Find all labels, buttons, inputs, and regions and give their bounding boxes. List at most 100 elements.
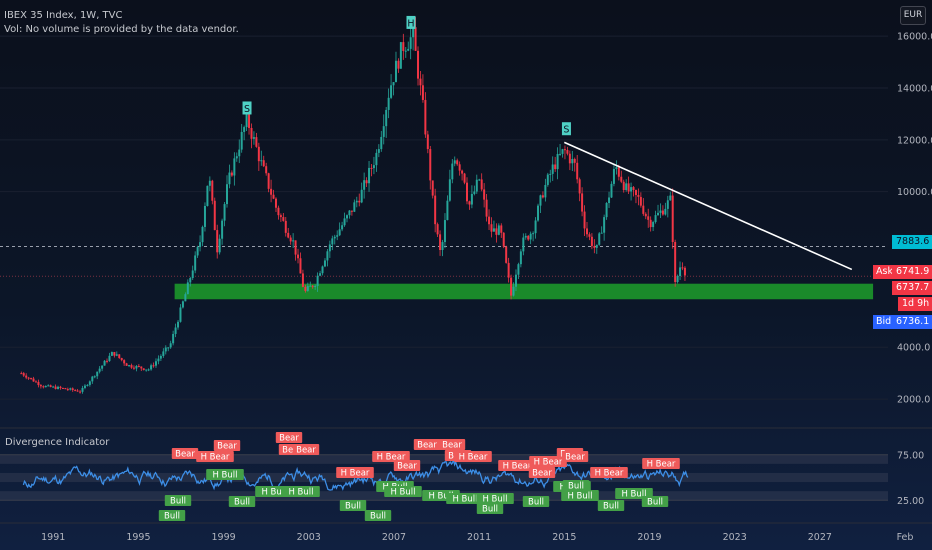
candle-body [412,27,415,38]
candle-body [216,230,219,253]
candle-body [221,220,224,239]
candle-body [551,164,554,174]
signal-label-box [336,467,374,478]
candle-body [534,220,537,234]
candle-body [541,195,544,198]
candle-body [421,85,424,100]
candle-body [559,153,562,155]
candle-body [453,160,456,164]
signal-label-box [561,490,599,501]
candle-body [517,264,520,275]
candle-body [431,180,434,196]
oscillator-level-label: 25.00 [897,496,924,507]
candle-body [448,179,451,201]
candle-body [346,215,349,219]
candle-body [343,218,346,226]
candle-body [512,286,515,296]
candle-body [397,60,400,69]
candle-body [549,173,552,175]
bull-signal-label: H Bull [288,488,313,498]
currency-button[interactable]: EUR [900,6,926,25]
time-axis[interactable]: 1991 1995 1999 2003 2007 2011 2015 2019 2023 2027… [41,532,913,543]
signal-label-box [372,451,410,462]
price-axis[interactable]: 16000.0 14000.0 12000.0 10000.0 4000.0 2000.0… [897,32,932,507]
trend-layer [563,141,853,271]
candle-body [103,360,106,366]
candle-body [576,162,579,180]
price-tick-label: 10000.0 [897,187,932,198]
candle-body [463,173,466,183]
candle-body [164,347,167,352]
candle-body [434,195,437,225]
candle-body [492,228,495,232]
candle-body [145,369,148,371]
candle-body [502,232,505,247]
candle-body [309,285,312,287]
candle-body [115,354,118,356]
candle-body [368,167,371,184]
candle-body [424,99,427,135]
symbol-title[interactable]: IBEX 35 Index, 1W, TVC [4,10,123,21]
time-tick-label: 2015 [552,532,576,543]
candle-body [637,194,640,197]
oscillator-level-label: 75.00 [897,450,924,461]
time-tick-label: 2007 [382,532,406,543]
candle-body [647,216,650,220]
candle-body [681,267,684,269]
candle-body [314,285,317,287]
candle-body [480,179,483,190]
pattern-mark: H [407,18,414,29]
candle-body [174,327,177,334]
candle-body [328,244,331,252]
candle-body [404,50,407,52]
candle-body [61,387,64,389]
candle-body [248,113,251,128]
pattern-mark-box [242,101,252,115]
candle-body [590,236,593,247]
bull-signal-label: Bull [170,497,186,507]
candle-body [483,189,486,200]
time-tick-label: 1995 [126,532,150,543]
time-tick-label: 2003 [297,532,321,543]
candle-body [478,179,481,181]
candle-body [336,235,339,237]
bear-signal-label: H Bear [459,453,488,463]
candle-body [88,381,91,385]
candle-body [294,240,297,255]
candle-body [358,200,361,203]
bull-signal-label: Bull [568,482,584,492]
candle-body [617,167,620,177]
support-zone[interactable] [174,283,874,300]
candle-body [101,365,104,369]
bull-signal-label: H Bull [482,495,507,505]
candle-body [566,149,569,154]
candle-body [299,258,302,274]
candle-body [338,229,341,236]
bid-tag: Bid [873,315,895,329]
candle-body [664,208,667,215]
candle-body [49,385,52,387]
candle-body [184,294,187,302]
candle-body [588,234,591,237]
time-tick-label: 2019 [637,532,661,543]
candle-body [135,365,138,369]
bull-signal-label: H Bull [261,488,286,498]
bull-signal-label: H Bull [212,471,237,481]
candle-body [108,355,111,362]
indicator-title[interactable]: Divergence Indicator [5,437,110,448]
candle-body [321,266,324,274]
candle-body [203,205,206,227]
candle-body [284,220,287,233]
resistance-trend-line[interactable] [563,141,853,271]
candle-body [277,207,280,216]
signal-label-box [498,460,536,471]
candle-body [211,180,214,201]
price-tick-label: 14000.0 [897,83,932,94]
signal-label-box [476,503,504,514]
signal-label-box [364,510,392,521]
candle-body [676,276,679,283]
bear-signal-label: Bear [532,469,552,479]
bear-signal-label: Bear [442,441,462,451]
candle-body [372,165,375,169]
